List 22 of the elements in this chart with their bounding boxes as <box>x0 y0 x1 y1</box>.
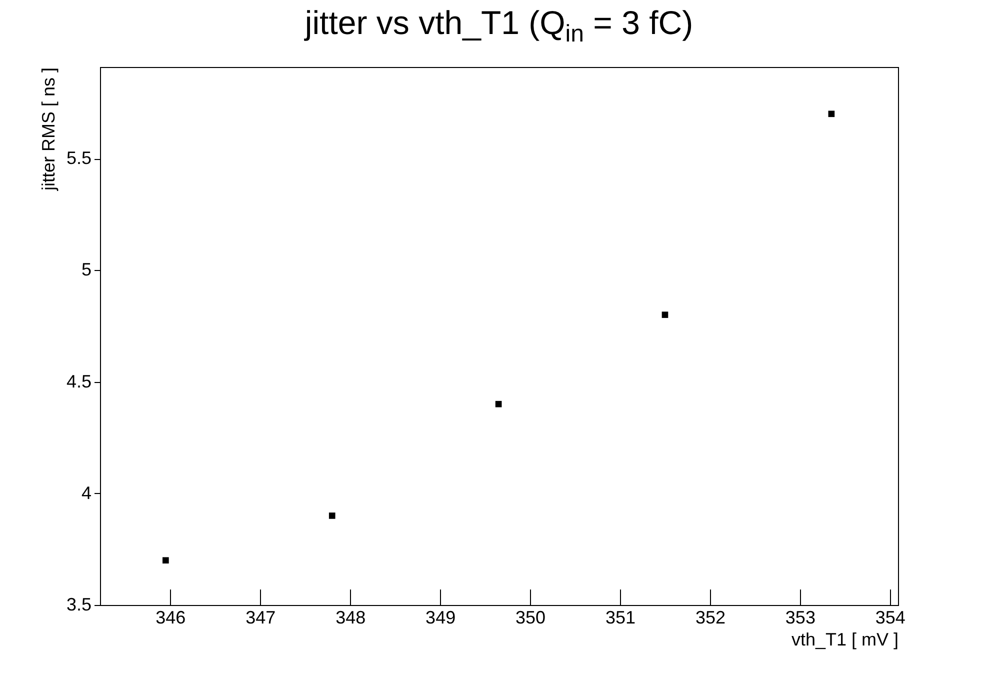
y-axis-title: jitter RMS [ ns ] <box>38 68 58 192</box>
y-tick-label: 4.5 <box>66 371 92 392</box>
x-tick-label: 351 <box>605 608 636 628</box>
x-tick-label: 352 <box>695 608 726 628</box>
y-tick-label: 3.5 <box>66 594 92 614</box>
y-tick-label: 5.5 <box>66 148 92 168</box>
x-tick-label: 350 <box>516 608 546 628</box>
point <box>328 512 336 519</box>
point <box>495 400 502 408</box>
chart-title: jitter vs vth_T1 (Q$_{in}$ = 3 fC) <box>303 4 694 49</box>
x-tick-label: 349 <box>426 608 456 628</box>
x-tick-label: 347 <box>246 608 276 628</box>
x-tick-label: 346 <box>156 608 186 628</box>
x-tick-label: 348 <box>336 608 366 628</box>
x-tick-label: 354 <box>875 608 906 628</box>
x-axis-title: vth_T1 [ mV ] <box>791 630 898 650</box>
point <box>828 110 835 118</box>
y-tick-label: 5 <box>81 260 92 280</box>
y-tick-label: 4 <box>81 482 92 503</box>
point <box>162 557 169 564</box>
point <box>662 312 668 318</box>
x-tick-label: 353 <box>785 608 816 628</box>
